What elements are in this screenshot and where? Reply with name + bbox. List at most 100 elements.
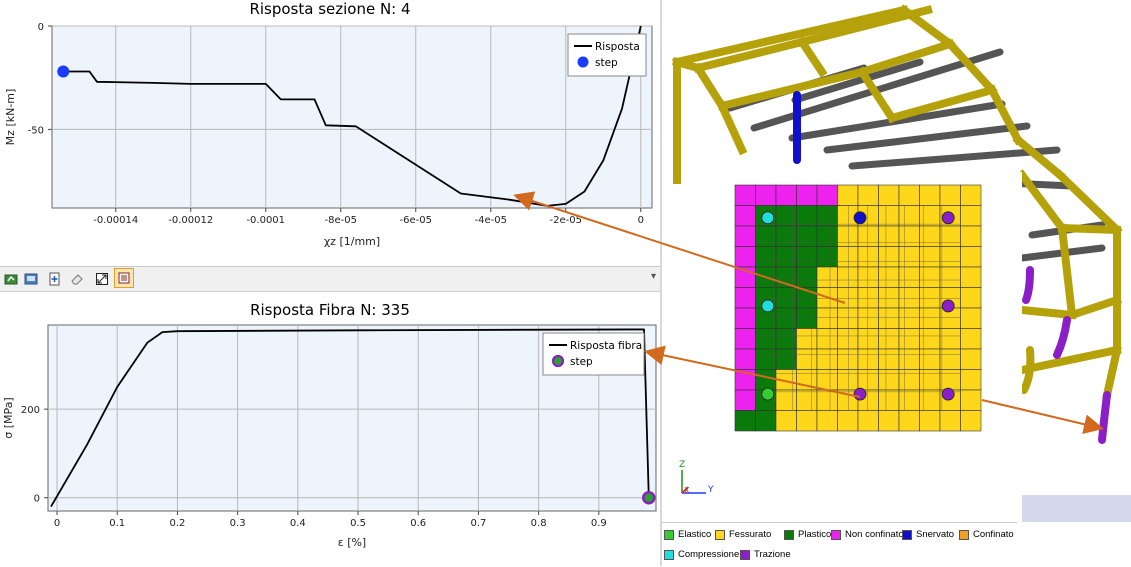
section-response-chart[interactable]: -0.00014 -0.00012 -0.0001 -8e-05 -6e-05 -4e-0…: [0, 0, 660, 265]
fiber-cell[interactable]: [775, 205, 797, 227]
fiber-cell[interactable]: [960, 205, 982, 227]
fiber-cell[interactable]: [878, 287, 900, 309]
fiber-cell[interactable]: [960, 348, 982, 370]
fiber-cell[interactable]: [734, 348, 756, 370]
fiber-cell[interactable]: [796, 307, 818, 329]
fiber-cell[interactable]: [734, 369, 756, 391]
fiber-cell[interactable]: [816, 225, 838, 247]
fiber-cell[interactable]: [816, 184, 838, 206]
fiber-cell[interactable]: [734, 246, 756, 268]
export-chart-icon[interactable]: [3, 270, 19, 286]
fiber-cell[interactable]: [816, 246, 838, 268]
fiber-cell[interactable]: [898, 328, 920, 350]
fiber-cell[interactable]: [878, 369, 900, 391]
add-page-icon[interactable]: [47, 270, 63, 286]
fiber-cell[interactable]: [775, 410, 797, 432]
fiber-cell[interactable]: [816, 287, 838, 309]
fiber-cell[interactable]: [878, 348, 900, 370]
frame-3d-render[interactable]: Z X Y: [662, 0, 1131, 522]
fiber-cell[interactable]: [960, 328, 982, 350]
fiber-cell[interactable]: [837, 328, 859, 350]
fiber-cell[interactable]: [898, 205, 920, 227]
fiber-cell[interactable]: [960, 369, 982, 391]
fiber-cell[interactable]: [796, 246, 818, 268]
fiber-cell[interactable]: [857, 266, 879, 288]
rebar-marker[interactable]: [853, 211, 867, 225]
fiber-cell[interactable]: [898, 410, 920, 432]
fiber-cell[interactable]: [960, 225, 982, 247]
rebar-marker[interactable]: [941, 387, 955, 401]
model-3d-view[interactable]: Z X Y: [662, 0, 1131, 522]
fiber-cell[interactable]: [878, 225, 900, 247]
fiber-cell[interactable]: [816, 410, 838, 432]
fiber-cell[interactable]: [775, 266, 797, 288]
toolbar-collapse-icon[interactable]: ▾: [650, 271, 656, 282]
fiber-cell[interactable]: [734, 389, 756, 411]
fiber-cell[interactable]: [857, 225, 879, 247]
fiber-cell[interactable]: [775, 369, 797, 391]
fiber-cell[interactable]: [837, 184, 859, 206]
fiber-cell[interactable]: [878, 410, 900, 432]
fiber-cell[interactable]: [796, 225, 818, 247]
fiber-response-chart[interactable]: 0 0.1 0.2 0.3 0.4 0.5 0.6 0.7 0.8 0.9 0 200 ε [%] σ […: [0, 292, 660, 566]
rebar-marker[interactable]: [941, 299, 955, 313]
image-icon[interactable]: [23, 270, 39, 286]
fiber-cell[interactable]: [796, 266, 818, 288]
fiber-cell[interactable]: [960, 410, 982, 432]
fiber-cell[interactable]: [775, 287, 797, 309]
fiber-cell[interactable]: [734, 266, 756, 288]
fiber-cell[interactable]: [837, 266, 859, 288]
fiber-cell[interactable]: [898, 246, 920, 268]
rebar-marker[interactable]: [941, 211, 955, 225]
eraser-icon[interactable]: [69, 270, 85, 286]
fiber-cell[interactable]: [755, 246, 777, 268]
fiber-cell[interactable]: [837, 225, 859, 247]
fiber-cell[interactable]: [734, 287, 756, 309]
fiber-cell[interactable]: [796, 389, 818, 411]
fiber-cell[interactable]: [919, 389, 941, 411]
fiber-cell[interactable]: [919, 410, 941, 432]
fiber-cell[interactable]: [898, 389, 920, 411]
section-fiber-grid[interactable]: [734, 184, 982, 432]
fiber-cell[interactable]: [837, 287, 859, 309]
fiber-cell[interactable]: [796, 287, 818, 309]
fiber-cell[interactable]: [878, 389, 900, 411]
fiber-cell[interactable]: [816, 205, 838, 227]
fiber-cell[interactable]: [939, 184, 961, 206]
fiber-cell[interactable]: [837, 410, 859, 432]
fiber-cell[interactable]: [878, 266, 900, 288]
fiber-cell[interactable]: [816, 369, 838, 391]
step-marker[interactable]: [57, 65, 70, 78]
fiber-cell[interactable]: [734, 225, 756, 247]
fiber-cell[interactable]: [734, 410, 756, 432]
fiber-cell[interactable]: [816, 389, 838, 411]
fiber-cell[interactable]: [878, 184, 900, 206]
fiber-cell[interactable]: [734, 184, 756, 206]
fiber-cell[interactable]: [857, 287, 879, 309]
fiber-cell[interactable]: [939, 328, 961, 350]
fiber-cell[interactable]: [857, 328, 879, 350]
fiber-cell[interactable]: [898, 225, 920, 247]
fiber-cell[interactable]: [857, 369, 879, 391]
fit-view-icon[interactable]: [94, 270, 110, 286]
fiber-cell[interactable]: [878, 205, 900, 227]
fiber-cell[interactable]: [837, 307, 859, 329]
fiber-cell[interactable]: [755, 266, 777, 288]
rebar-marker[interactable]: [761, 299, 775, 313]
fiber-cell[interactable]: [755, 369, 777, 391]
fiber-cell[interactable]: [939, 225, 961, 247]
fiber-cell[interactable]: [939, 266, 961, 288]
fiber-cell[interactable]: [734, 307, 756, 329]
fiber-cell[interactable]: [960, 389, 982, 411]
fiber-cell[interactable]: [734, 205, 756, 227]
fiber-cell[interactable]: [775, 328, 797, 350]
fiber-cell[interactable]: [816, 348, 838, 370]
fiber-cell[interactable]: [796, 410, 818, 432]
step-marker[interactable]: [642, 490, 656, 505]
fiber-cell[interactable]: [796, 205, 818, 227]
fiber-cell[interactable]: [939, 348, 961, 370]
fiber-cell[interactable]: [796, 184, 818, 206]
fiber-cell[interactable]: [919, 328, 941, 350]
fiber-cell[interactable]: [857, 184, 879, 206]
fiber-cell[interactable]: [960, 307, 982, 329]
